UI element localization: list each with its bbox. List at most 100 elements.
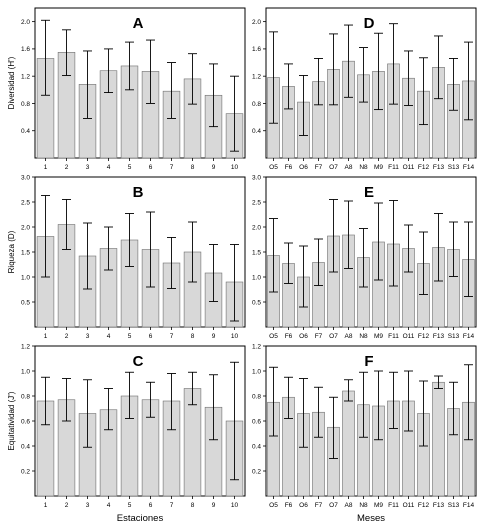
x-tick-label: F6	[285, 333, 293, 340]
x-tick-label: 4	[107, 164, 111, 171]
x-tick-label: 7	[170, 164, 174, 171]
y-tick-label: 0.2	[21, 468, 30, 475]
y-tick-label: 2.5	[252, 199, 261, 206]
x-tick-label: F7	[315, 333, 323, 340]
x-tick-label: O5	[269, 502, 278, 509]
y-axis-label: Diversidad (H')	[7, 56, 16, 109]
x-tick-label: 7	[170, 333, 174, 340]
x-tick-label: 9	[212, 164, 216, 171]
x-tick-label: A8	[345, 502, 353, 509]
x-tick-label: F6	[285, 164, 293, 171]
x-tick-label: 3	[86, 164, 90, 171]
x-tick-label: F11	[388, 164, 399, 171]
x-tick-label: O6	[299, 502, 308, 509]
y-axis-label: Riqueza (D)	[7, 230, 16, 273]
x-tick-label: 1	[44, 333, 48, 340]
y-tick-label: 3.0	[252, 174, 261, 181]
x-tick-label: F11	[388, 502, 399, 509]
panel-letter: F	[364, 353, 373, 370]
y-tick-label: 1.0	[21, 274, 30, 281]
x-tick-label: 7	[170, 502, 174, 509]
x-tick-label: 2	[65, 164, 69, 171]
y-tick-label: 1.2	[21, 73, 30, 80]
x-tick-label: 9	[212, 502, 216, 509]
x-tick-label: N8	[359, 333, 368, 340]
x-tick-label: 5	[128, 502, 132, 509]
x-tick-label: O6	[299, 164, 308, 171]
x-tick-label: 5	[128, 164, 132, 171]
x-tick-label: O7	[329, 502, 338, 509]
y-tick-label: 1.0	[252, 368, 261, 375]
x-tick-label: O11	[403, 164, 415, 171]
x-tick-label: 2	[65, 333, 69, 340]
x-tick-label: F14	[463, 502, 475, 509]
x-tick-label: S13	[448, 333, 460, 340]
x-tick-label: O7	[329, 164, 338, 171]
x-tick-label: N8	[359, 502, 368, 509]
y-axis-label: Equitatividad (J')	[7, 391, 16, 450]
x-axis-label: Estaciones	[117, 513, 164, 524]
y-tick-label: 0.8	[252, 393, 261, 400]
x-tick-label: F14	[463, 333, 475, 340]
y-tick-label: 3.0	[21, 174, 30, 181]
x-tick-label: S13	[448, 502, 460, 509]
panel-D: 0.4 0.8 1.2 1.6 2.0 O5 F6 O6 F7 O7 A8 N8 M9 F11 O11 F12…	[252, 7, 477, 171]
y-tick-label: 1.6	[252, 46, 261, 53]
x-tick-label: F12	[418, 164, 430, 171]
panel-C: 0.2 0.4 0.6 0.8 1.0 1.2 1 2 3 4 5 6 7 8 9 10 C Equitativi…	[7, 343, 246, 524]
x-tick-label: M9	[374, 164, 383, 171]
y-tick-label: 1.2	[252, 343, 261, 350]
y-tick-label: 0.6	[252, 418, 261, 425]
x-tick-label: 1	[44, 164, 48, 171]
y-tick-label: 0.4	[21, 128, 30, 135]
panel-letter: B	[133, 184, 144, 201]
y-tick-label: 1.2	[21, 343, 30, 350]
y-tick-label: 1.5	[21, 249, 30, 256]
y-tick-label: 0.8	[252, 101, 261, 108]
y-tick-label: 0.4	[21, 443, 30, 450]
x-tick-label: 2	[65, 502, 69, 509]
y-tick-label: 2.0	[21, 224, 30, 231]
plot-frame	[34, 7, 246, 159]
x-tick-label: 6	[149, 502, 153, 509]
x-tick-label: F7	[315, 164, 323, 171]
y-tick-label: 1.2	[252, 73, 261, 80]
x-tick-label: 4	[107, 502, 111, 509]
x-tick-label: 3	[86, 502, 90, 509]
x-tick-label: 3	[86, 333, 90, 340]
x-tick-label: M9	[374, 502, 383, 509]
x-tick-label: 8	[191, 333, 195, 340]
x-tick-label: 10	[231, 333, 239, 340]
x-tick-label: F7	[315, 502, 323, 509]
x-axis-label: Meses	[357, 513, 385, 524]
x-tick-label: F6	[285, 502, 293, 509]
plot-frame	[265, 7, 477, 159]
x-tick-label: 6	[149, 164, 153, 171]
y-tick-label: 2.5	[21, 199, 30, 206]
x-tick-label: F14	[463, 164, 475, 171]
y-tick-label: 1.0	[252, 274, 261, 281]
x-tick-label: M9	[374, 333, 383, 340]
x-tick-label: 4	[107, 333, 111, 340]
y-tick-label: 2.0	[21, 19, 30, 26]
x-tick-label: F12	[418, 502, 430, 509]
x-tick-label: O5	[269, 333, 278, 340]
y-tick-label: 0.4	[252, 443, 261, 450]
panel-B: 0.5 1.0 1.5 2.0 2.5 3.0 1 2 3 4 5 6 7 8 9 10 B Riqueza (D…	[7, 174, 246, 340]
y-tick-label: 1.6	[21, 46, 30, 53]
panel-letter: C	[133, 353, 144, 370]
x-tick-label: S13	[448, 164, 460, 171]
x-tick-label: 6	[149, 333, 153, 340]
x-tick-label: F12	[418, 333, 430, 340]
y-tick-label: 0.4	[252, 128, 261, 135]
x-tick-label: 8	[191, 164, 195, 171]
x-tick-label: F13	[433, 164, 445, 171]
x-tick-label: F13	[433, 502, 445, 509]
y-tick-label: 1.0	[21, 368, 30, 375]
y-tick-label: 0.8	[21, 393, 30, 400]
panel-letter: D	[364, 15, 375, 32]
panel-F: 0.2 0.4 0.6 0.8 1.0 1.2 O5 F6 O6 F7 O7 A8 N8 M9 F11 O11…	[252, 343, 477, 524]
panel-letter: A	[133, 15, 144, 32]
x-tick-label: F11	[388, 333, 399, 340]
